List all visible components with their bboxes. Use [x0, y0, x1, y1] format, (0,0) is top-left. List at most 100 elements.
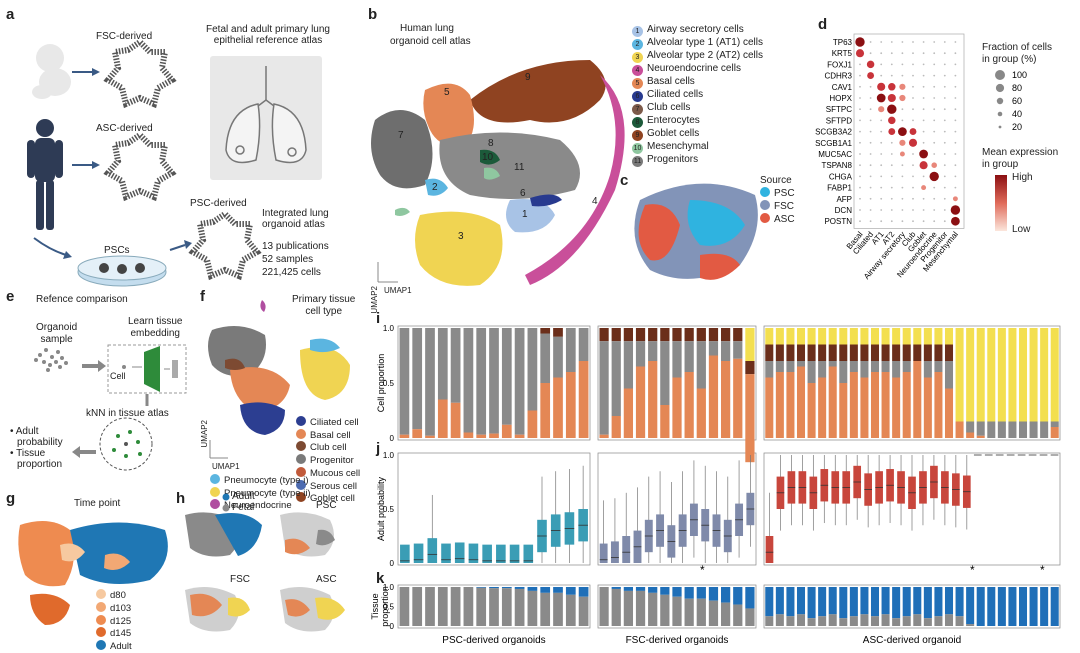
box-body: [523, 544, 534, 563]
legend-label: d103: [110, 602, 132, 614]
map-label: 5: [444, 87, 450, 98]
dot-mark: [880, 164, 883, 167]
stack-progenitor: [892, 361, 901, 378]
h-psc: [280, 512, 335, 557]
dot-mark: [888, 116, 896, 125]
primary-tissue-line1: Primary tissue: [292, 294, 356, 305]
dot-mark: [912, 153, 914, 155]
output-tissue-line2: proportion: [17, 459, 63, 470]
dot-mark: [922, 63, 925, 66]
dot-mark: [943, 220, 946, 223]
stack-progenitor: [966, 421, 975, 433]
h-fsc: [185, 586, 250, 632]
j-tick: 0: [390, 559, 395, 568]
stack-adult: [828, 587, 837, 615]
stack-progenitor: [696, 341, 706, 389]
dot-mark: [933, 119, 936, 122]
panel-label-c: c: [620, 172, 629, 189]
stack-at2: [818, 328, 827, 345]
legend-item: 4 Neuroendocrine cells: [632, 63, 763, 76]
stack-club: [635, 328, 646, 342]
stack-progenitor: [425, 328, 435, 436]
dot-mark: [952, 196, 958, 202]
dot-mark: [943, 63, 946, 66]
stack-progenitor: [476, 328, 487, 435]
significance-star: *: [700, 563, 705, 577]
stack-fetal: [720, 602, 731, 626]
stack-progenitor: [839, 361, 848, 383]
color-legend-title: Mean expression in group: [982, 147, 1058, 171]
stack-adult: [987, 587, 996, 626]
h-fsc-label: FSC: [230, 574, 250, 585]
stack-club: [828, 344, 837, 361]
size-legend-dot: [995, 70, 1005, 80]
gene-label: HOPX: [829, 94, 852, 103]
group-label: ASC-derived organoid: [863, 635, 961, 646]
stack-progenitor: [501, 328, 512, 425]
box-body: [509, 544, 520, 563]
stack-fetal: [540, 592, 551, 626]
dot-mark: [954, 119, 957, 122]
stack-progenitor: [514, 328, 525, 435]
color-legend-line1: Mean expression: [982, 147, 1059, 158]
stack-basal: [527, 410, 538, 438]
legend-label: Pneumocyte (type i): [224, 475, 309, 486]
legend-swatch: [96, 627, 106, 638]
stack-at2: [796, 328, 806, 345]
i-ylabel: Cell proportion: [376, 354, 386, 413]
gene-label: CAV1: [832, 83, 853, 92]
legend-item: FSC: [760, 200, 795, 213]
stack-adult: [902, 587, 911, 617]
dot-mark: [890, 175, 893, 178]
gene-label: SFTPD: [826, 116, 852, 125]
organoid-sample-label: Organoid sample: [36, 322, 77, 346]
cluster-enterocytes: [480, 149, 500, 165]
dot-mark: [954, 153, 957, 155]
map-label: 11: [514, 162, 525, 173]
size-legend-dot: [996, 97, 1004, 105]
i-tick: 0.5: [383, 379, 395, 388]
dot-mark: [933, 63, 936, 66]
dot-mark: [922, 141, 925, 144]
dot-mark: [951, 216, 960, 226]
stack-club: [599, 328, 609, 342]
stack-club: [892, 344, 901, 361]
stack-basal: [611, 416, 621, 438]
umap-title-line1: Human lung: [400, 23, 454, 34]
stack-progenitor: [660, 341, 670, 405]
stack-progenitor: [987, 421, 996, 438]
legend-item: Club cell: [296, 441, 360, 454]
dot-mark: [943, 41, 946, 43]
legend-label: Club cells: [647, 102, 691, 113]
stack-adult: [553, 587, 563, 593]
panel-label-a: a: [6, 6, 15, 23]
stack-progenitor: [765, 361, 774, 378]
chart-frame: [597, 584, 757, 629]
dot-mark: [931, 162, 937, 168]
stack-club: [881, 344, 890, 361]
stack-basal: [578, 361, 589, 438]
dot-mark: [933, 153, 936, 155]
legend-label: Ciliated cells: [647, 89, 704, 100]
legend-label: FSC: [774, 201, 794, 212]
stack-fetal: [745, 608, 755, 626]
size-legend-value: 20: [1012, 122, 1022, 132]
stack-adult: [672, 587, 682, 597]
dot-mark: [876, 93, 886, 103]
stack-basal: [944, 388, 954, 438]
chart-frame: [763, 452, 1061, 566]
stat-cells: 221,425 cells: [262, 267, 321, 278]
dot-mark: [880, 209, 883, 211]
h-adult-fetal: [185, 512, 262, 557]
dot-mark: [901, 41, 904, 43]
cluster-neuroendocrine: [525, 75, 625, 285]
legend-item: d125: [96, 614, 132, 628]
stack-adult: [611, 587, 621, 589]
stack-basal: [966, 432, 975, 438]
stack-adult: [476, 587, 487, 588]
f-umap1-label: UMAP1: [212, 462, 240, 471]
cluster-ciliated: [530, 194, 562, 207]
dot-mark: [912, 209, 914, 211]
dot-mark: [890, 153, 893, 155]
